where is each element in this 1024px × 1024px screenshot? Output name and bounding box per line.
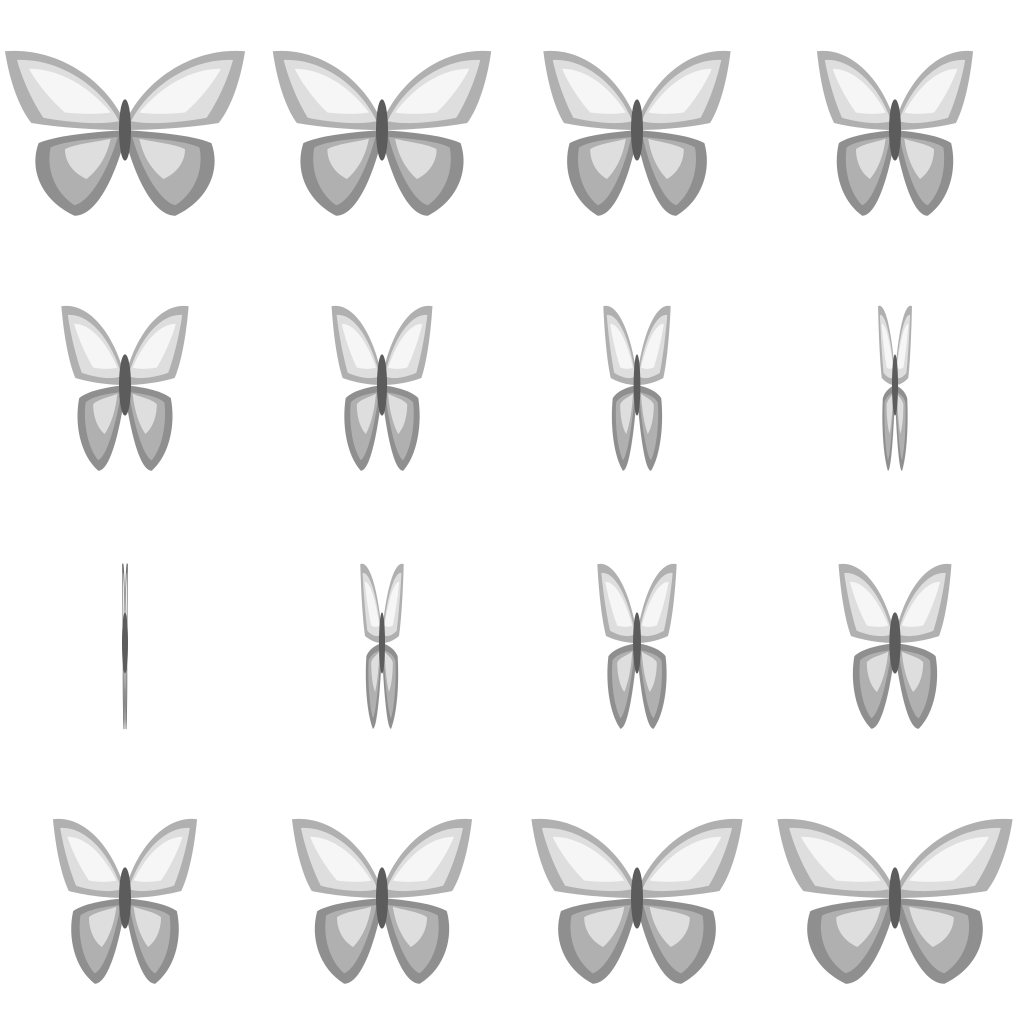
butterfly-body xyxy=(376,354,388,416)
butterfly-frame-5 xyxy=(61,306,188,471)
right-wing xyxy=(637,51,731,216)
butterfly-frame-15 xyxy=(531,819,742,984)
left-wing xyxy=(5,51,125,216)
butterfly-frame-7 xyxy=(603,306,670,471)
left-wing xyxy=(53,819,125,984)
butterfly-frame-4 xyxy=(817,51,973,216)
butterfly-body xyxy=(376,99,388,161)
right-wing xyxy=(895,819,1013,984)
butterfly-frame-13 xyxy=(53,819,197,984)
butterfly-frame-2 xyxy=(273,51,491,216)
right-wing xyxy=(382,564,404,729)
butterfly-body xyxy=(122,612,128,674)
left-wing xyxy=(597,564,637,729)
butterfly-body xyxy=(889,99,901,161)
butterfly-frame-3 xyxy=(543,51,730,216)
left-wing xyxy=(543,51,637,216)
butterfly-body xyxy=(119,99,131,161)
butterfly-body xyxy=(379,612,385,674)
butterfly-body xyxy=(889,867,901,929)
left-wing xyxy=(777,819,895,984)
butterfly-body xyxy=(892,354,898,416)
right-wing xyxy=(125,819,197,984)
butterfly-body xyxy=(889,612,901,674)
right-wing xyxy=(637,564,677,729)
right-wing xyxy=(382,51,491,216)
butterfly-body xyxy=(633,612,641,674)
left-wing xyxy=(61,306,125,471)
butterfly-body xyxy=(119,354,131,416)
butterfly-body xyxy=(631,867,643,929)
right-wing xyxy=(382,819,472,984)
left-wing xyxy=(839,564,895,729)
butterfly-frame-14 xyxy=(292,819,472,984)
left-wing xyxy=(603,306,637,471)
butterfly-frame-1 xyxy=(5,51,245,216)
right-wing xyxy=(895,564,951,729)
left-wing xyxy=(273,51,382,216)
right-wing xyxy=(637,819,743,984)
right-wing xyxy=(125,306,189,471)
butterfly-body xyxy=(376,867,388,929)
right-wing xyxy=(895,51,973,216)
right-wing xyxy=(637,306,671,471)
butterfly-body xyxy=(633,354,641,416)
left-wing xyxy=(531,819,637,984)
butterfly-body xyxy=(119,867,131,929)
right-wing xyxy=(382,306,432,471)
butterfly-frame-9 xyxy=(122,564,128,729)
left-wing xyxy=(817,51,895,216)
left-wing xyxy=(332,306,382,471)
butterfly-frame-8 xyxy=(878,306,912,471)
butterfly-frame-16 xyxy=(777,819,1012,984)
right-wing xyxy=(895,306,912,471)
butterfly-body xyxy=(631,99,643,161)
left-wing xyxy=(292,819,382,984)
right-wing xyxy=(125,51,245,216)
butterfly-frame-12 xyxy=(839,564,952,729)
butterfly-frame-10 xyxy=(360,564,403,729)
butterfly-frame-11 xyxy=(597,564,676,729)
butterfly-frame-6 xyxy=(332,306,433,471)
left-wing xyxy=(878,306,895,471)
left-wing xyxy=(360,564,382,729)
